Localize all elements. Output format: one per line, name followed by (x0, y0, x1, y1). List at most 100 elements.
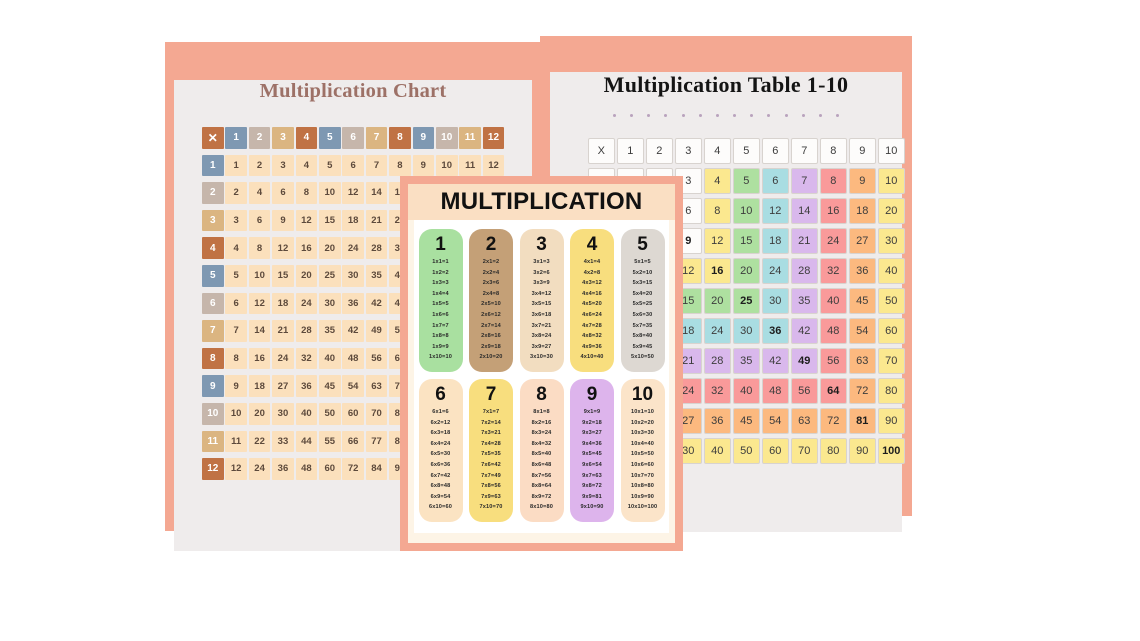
times-table-equation: 2x5=10 (481, 301, 501, 308)
table-cell: 36 (704, 408, 731, 434)
table-cell: 32 (820, 258, 847, 284)
times-table-equation: 10x4=40 (631, 440, 654, 447)
times-table-equation: 2x1=2 (482, 259, 500, 265)
table-cell: 27 (849, 228, 876, 254)
times-table-equation: 8x8=64 (531, 483, 552, 490)
times-table-equation: 7x4=28 (481, 440, 501, 447)
times-table-equation: 7x9=63 (481, 493, 501, 500)
table-cell: 36 (849, 258, 876, 284)
decorative-dot (698, 114, 702, 117)
times-table-equation: 2x3=6 (482, 280, 500, 287)
chart-column-header: 3 (272, 127, 294, 149)
multiplication-poster-card: MULTIPLICATION 1 1x1=1 1x2=2 1x3=3 1x4=4 1x5=… (400, 176, 683, 551)
table-cell: 50 (733, 438, 760, 464)
decorative-dot (629, 114, 633, 117)
times-table-equation: 3x3=9 (533, 280, 550, 287)
chart-cell: 36 (272, 458, 294, 480)
decorative-dot (612, 114, 616, 117)
decorative-dot (819, 114, 823, 117)
chart-cell: 12 (295, 209, 318, 232)
chart-cell: 60 (342, 402, 364, 425)
table-cell: 60 (878, 318, 905, 344)
times-table-equation: 9x2=18 (582, 419, 602, 426)
chart-cell: 4 (248, 182, 271, 204)
times-table-column: 3 3x1=3 3x2=6 3x3=9 3x4=12 3x5=15 3x6=18 3x7=21… (519, 229, 564, 372)
chart-row-header: 7 (202, 320, 224, 342)
table-cell: 4 (704, 168, 731, 194)
chart-cell: 2 (225, 182, 247, 204)
table-cell: 63 (849, 348, 876, 374)
table-cell: 10 (733, 198, 760, 224)
times-table-equation: 1x2=2 (432, 269, 449, 276)
times-table-equations: 6x1=6 6x2=12 6x3=18 6x4=24 6x5=30 6x6=36 6x7=4… (429, 407, 452, 513)
times-table-number: 1 (435, 234, 446, 255)
table-cell: 80 (878, 378, 905, 404)
table-cell: 40 (820, 288, 847, 314)
table-cell: 30 (733, 318, 760, 344)
times-table-equation: 1x8=8 (432, 333, 449, 340)
times-table-equation: 10x1=10 (631, 409, 654, 415)
chart-cell: 14 (248, 320, 271, 342)
table-corner-x-icon: X (588, 138, 615, 164)
chart-cell: 18 (272, 292, 294, 315)
times-table-number: 2 (485, 234, 497, 255)
times-table-equation: 2x6=12 (481, 311, 501, 318)
chart-cell: 36 (342, 292, 364, 315)
chart-cell: 11 (459, 154, 481, 177)
table-cell: 12 (762, 198, 789, 224)
chart-cell: 72 (342, 458, 364, 480)
times-table-equations: 4x1=4 4x2=8 4x3=12 4x4=16 4x5=20 4x6=24 4x7=28… (581, 257, 604, 363)
table-column-header: 10 (878, 138, 905, 164)
chart-cell: 84 (365, 458, 388, 480)
table-cell: 25 (733, 288, 760, 314)
times-table-equation: 7x10=70 (479, 504, 503, 511)
times-table-equation: 4x8=32 (582, 333, 602, 340)
chart-cell: 56 (365, 347, 388, 370)
times-table-equations: 2x1=2 2x2=4 2x3=6 2x4=8 2x5=10 2x6=12 2x7=14 2x… (480, 257, 503, 363)
chart-cell: 30 (342, 264, 364, 287)
times-table-equation: 2x10=20 (479, 354, 503, 361)
chart-cell: 21 (272, 320, 294, 342)
chart-row-header: 12 (202, 458, 224, 480)
table-cell: 45 (849, 288, 876, 314)
chart-cell: 49 (365, 320, 388, 342)
table-cell: 90 (878, 408, 905, 434)
chart-cell: 6 (342, 154, 364, 177)
times-table-number: 9 (586, 384, 598, 405)
times-table-equation: 4x2=8 (583, 269, 601, 276)
page-title-center: MULTIPLICATION (440, 188, 643, 215)
table-cell: 42 (791, 318, 818, 344)
times-table-equation: 8x1=8 (533, 409, 550, 415)
table-cell: 8 (704, 198, 731, 224)
chart-cell: 27 (272, 375, 294, 397)
decorative-dot (767, 114, 771, 117)
chart-cell: 60 (318, 458, 341, 480)
chart-column-header: 9 (412, 127, 435, 149)
decorative-dot (681, 114, 685, 117)
table-cell: 12 (704, 228, 731, 254)
table-cell: 24 (762, 258, 789, 284)
chart-cell: 2 (248, 154, 271, 177)
times-table-equation: 4x3=12 (582, 280, 602, 287)
table-cell: 30 (762, 288, 789, 314)
times-table-column: 4 4x1=4 4x2=8 4x3=12 4x4=16 4x5=20 4x6=24 4x7=2… (570, 229, 614, 372)
chart-cell: 8 (295, 182, 318, 204)
times-table-equation: 9x3=27 (582, 430, 602, 437)
times-table-equation: 3x7=21 (531, 322, 552, 329)
chart-cell: 8 (389, 154, 411, 177)
chart-row-header: 9 (202, 375, 224, 397)
times-table-number: 5 (637, 234, 648, 255)
chart-cell: 12 (248, 292, 271, 315)
table-cell: 42 (762, 348, 789, 374)
times-table-equation: 4x5=20 (582, 301, 602, 308)
times-table-equation: 8x6=48 (531, 461, 552, 468)
chart-cell: 24 (272, 347, 294, 370)
chart-cell: 40 (318, 347, 341, 370)
chart-cell: 12 (482, 154, 505, 177)
table-cell: 20 (704, 288, 731, 314)
times-table-equation: 1x6=6 (432, 311, 449, 318)
decorative-dot (664, 114, 668, 117)
decorative-dot (715, 114, 719, 117)
chart-cell: 10 (435, 154, 458, 177)
times-table-equation: 6x9=54 (430, 493, 451, 500)
